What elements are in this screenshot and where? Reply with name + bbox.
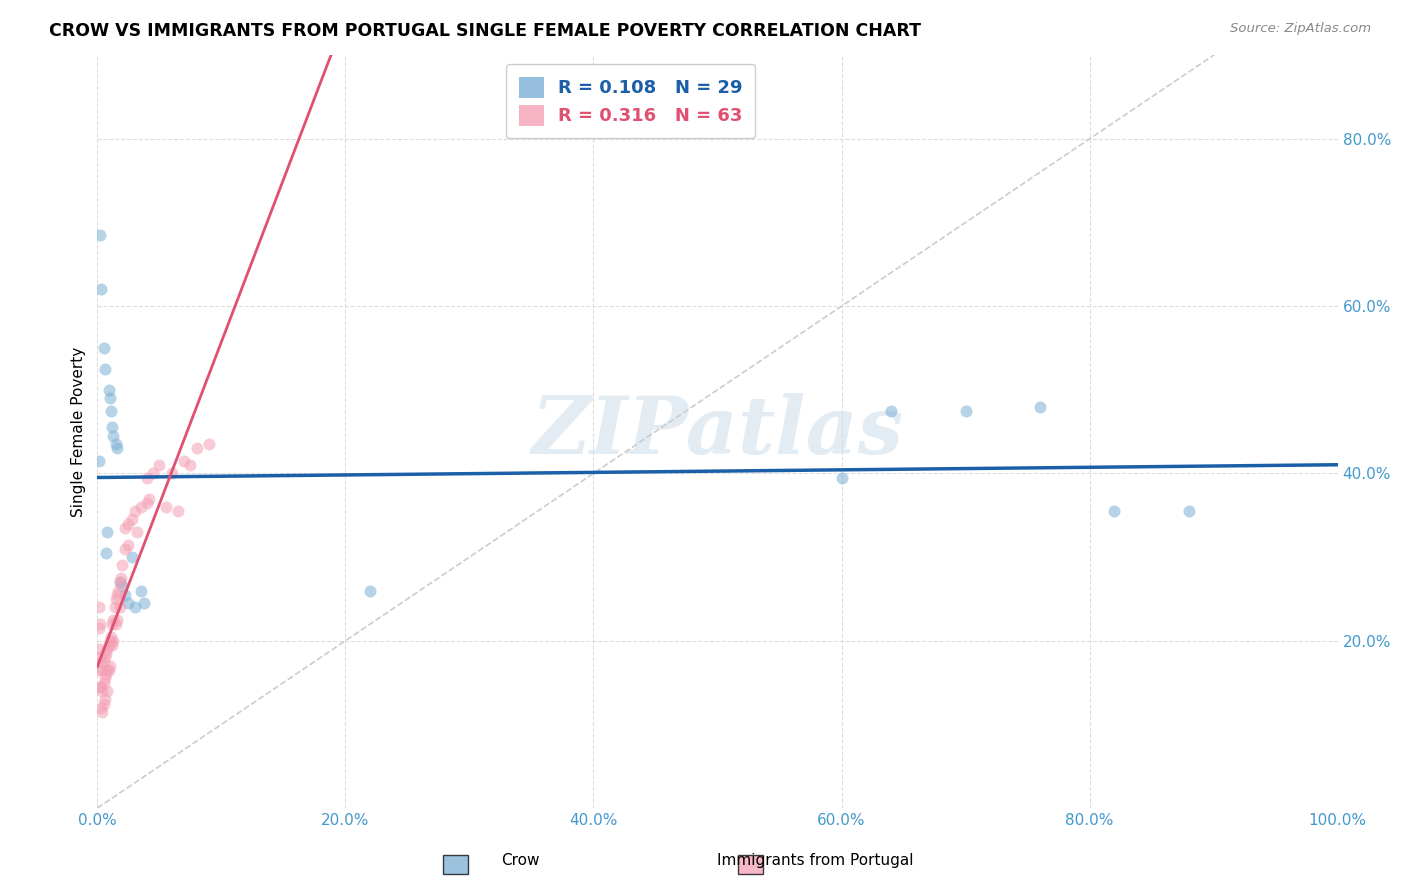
Point bbox=[104, 617, 127, 632]
Point bbox=[160, 467, 183, 481]
Point bbox=[117, 516, 139, 531]
Point bbox=[110, 571, 132, 585]
Point bbox=[124, 600, 146, 615]
Point bbox=[108, 575, 131, 590]
Point bbox=[94, 362, 117, 376]
Point bbox=[103, 633, 125, 648]
Point bbox=[94, 667, 117, 681]
Point bbox=[87, 663, 110, 677]
Point bbox=[880, 403, 903, 417]
Point bbox=[94, 646, 117, 660]
Text: Crow: Crow bbox=[501, 854, 540, 868]
Point bbox=[138, 491, 160, 506]
Point bbox=[136, 470, 159, 484]
Point bbox=[134, 596, 156, 610]
Point bbox=[89, 227, 111, 242]
Point bbox=[104, 437, 127, 451]
Point bbox=[101, 420, 124, 434]
Point bbox=[94, 546, 117, 560]
Point bbox=[89, 680, 111, 694]
Point bbox=[98, 391, 121, 405]
Point bbox=[100, 403, 122, 417]
Point bbox=[97, 638, 120, 652]
Text: Immigrants from Portugal: Immigrants from Portugal bbox=[717, 854, 914, 868]
Point bbox=[93, 675, 115, 690]
Point bbox=[89, 650, 111, 665]
Point bbox=[89, 617, 111, 632]
Point bbox=[90, 700, 112, 714]
Point bbox=[93, 341, 115, 355]
Point bbox=[114, 588, 136, 602]
Point bbox=[1178, 504, 1201, 518]
Point bbox=[103, 429, 125, 443]
Point bbox=[129, 583, 152, 598]
Point bbox=[173, 454, 195, 468]
Point bbox=[955, 403, 977, 417]
Point bbox=[831, 470, 853, 484]
Point bbox=[97, 663, 120, 677]
Point bbox=[121, 550, 143, 565]
Point bbox=[1029, 400, 1052, 414]
Point bbox=[96, 642, 118, 657]
Y-axis label: Single Female Poverty: Single Female Poverty bbox=[72, 346, 86, 516]
Point bbox=[94, 650, 117, 665]
Point bbox=[97, 383, 120, 397]
Point bbox=[142, 467, 165, 481]
Point bbox=[155, 500, 177, 514]
Point bbox=[98, 633, 121, 648]
Legend: R = 0.108   N = 29, R = 0.316   N = 63: R = 0.108 N = 29, R = 0.316 N = 63 bbox=[506, 64, 755, 138]
Point bbox=[167, 504, 190, 518]
Point bbox=[121, 512, 143, 526]
Point bbox=[87, 454, 110, 468]
Point bbox=[105, 588, 128, 602]
Point bbox=[96, 524, 118, 539]
Point bbox=[90, 655, 112, 669]
Point bbox=[93, 655, 115, 669]
Point bbox=[91, 663, 114, 677]
Point bbox=[96, 663, 118, 677]
Point bbox=[108, 600, 131, 615]
Point bbox=[91, 684, 114, 698]
Point bbox=[100, 630, 122, 644]
Point bbox=[129, 500, 152, 514]
Point bbox=[179, 458, 201, 472]
Point bbox=[1104, 504, 1126, 518]
Point bbox=[117, 537, 139, 551]
Point bbox=[90, 282, 112, 296]
Point bbox=[111, 579, 134, 593]
Text: ZIPatlas: ZIPatlas bbox=[531, 392, 904, 470]
Point bbox=[87, 642, 110, 657]
Point bbox=[105, 613, 128, 627]
Point bbox=[94, 672, 117, 686]
Text: CROW VS IMMIGRANTS FROM PORTUGAL SINGLE FEMALE POVERTY CORRELATION CHART: CROW VS IMMIGRANTS FROM PORTUGAL SINGLE … bbox=[49, 22, 921, 40]
Point bbox=[101, 638, 124, 652]
Point bbox=[198, 437, 221, 451]
Point bbox=[114, 521, 136, 535]
Point bbox=[87, 600, 110, 615]
Point bbox=[103, 613, 125, 627]
Point bbox=[148, 458, 170, 472]
Point bbox=[90, 680, 112, 694]
Point bbox=[104, 600, 127, 615]
Point bbox=[114, 541, 136, 556]
Point bbox=[94, 692, 117, 706]
Point bbox=[125, 524, 148, 539]
Point bbox=[93, 697, 115, 711]
Point bbox=[136, 496, 159, 510]
Point bbox=[111, 558, 134, 573]
Point bbox=[107, 583, 129, 598]
Point bbox=[104, 591, 127, 606]
Point bbox=[359, 583, 381, 598]
Point bbox=[91, 705, 114, 719]
Point bbox=[105, 442, 128, 456]
Text: Source: ZipAtlas.com: Source: ZipAtlas.com bbox=[1230, 22, 1371, 36]
Point bbox=[101, 617, 124, 632]
Point bbox=[108, 575, 131, 590]
Point bbox=[124, 504, 146, 518]
Point bbox=[96, 684, 118, 698]
Point bbox=[98, 658, 121, 673]
Point bbox=[117, 596, 139, 610]
Point bbox=[186, 442, 208, 456]
Point bbox=[87, 621, 110, 635]
